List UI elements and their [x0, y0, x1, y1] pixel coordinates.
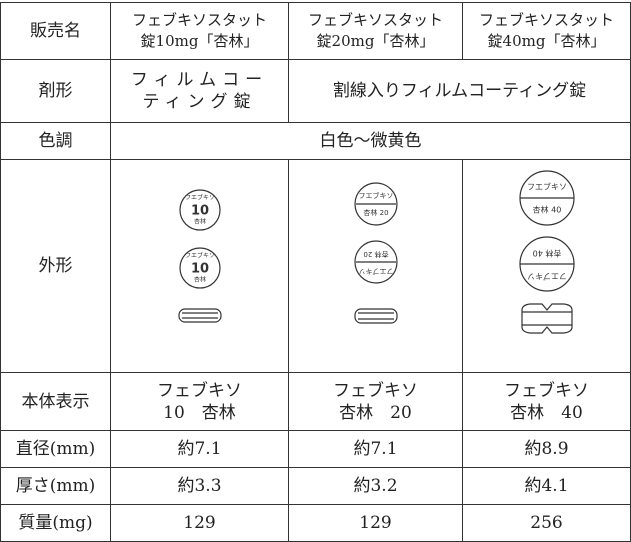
- text: 錠40mg「杏林」: [487, 32, 606, 50]
- cell: フエブキソ 10 杏林 フエブキソ 10 杏林: [110, 159, 289, 373]
- cell: 129: [288, 504, 463, 542]
- text: フェブキソスタット: [307, 11, 443, 29]
- tablet-side: [177, 308, 222, 323]
- imprint: 10: [190, 262, 208, 277]
- cell: 約4.1: [462, 467, 631, 505]
- label: 剤形: [0, 59, 111, 123]
- cell: フェブキソスタット 錠20mg「杏林」: [288, 2, 463, 60]
- imprint: フエブキソ: [527, 272, 567, 282]
- text: 錠10mg「杏林」: [140, 32, 259, 50]
- text: フィルムコー: [130, 70, 269, 90]
- imprint: フエブキソ: [358, 191, 393, 200]
- cell: 割線入りフィルムコーティング錠: [288, 59, 631, 123]
- text: 質量(mg): [18, 513, 93, 533]
- cell: フェブキソ 杏林 20: [288, 372, 463, 431]
- label: 直径(mm): [0, 430, 111, 468]
- text: 錠20mg「杏林」: [316, 32, 435, 50]
- text: フェブキソ: [504, 380, 589, 401]
- text: 剤形: [38, 81, 73, 101]
- cell: フィルムコー ティング錠: [110, 59, 289, 123]
- tablet-drawing: フエブキソ 10 杏林 フエブキソ 10 杏林: [177, 189, 222, 323]
- cell: 約3.3: [110, 467, 289, 505]
- cell: フェブキソ 杏林 40: [462, 372, 631, 431]
- label: 厚さ(mm): [0, 467, 111, 505]
- row: 販売名 フェブキソスタット 錠10mg「杏林」 フェブキソスタット 錠20mg「杏林…: [0, 2, 631, 60]
- cell: 約3.2: [288, 467, 463, 505]
- row: 直径(mm) 約7.1 約7.1 約8.9: [0, 430, 631, 468]
- row: 質量(mg) 129 129 256: [0, 504, 631, 542]
- imprint: フエブキソ: [527, 182, 567, 192]
- tablet-back: [353, 240, 398, 284]
- label: 質量(mg): [0, 504, 111, 542]
- cell: 約7.1: [110, 430, 289, 468]
- imprint: 杏林 20: [363, 250, 388, 259]
- text: 販売名: [30, 21, 81, 41]
- cell: フェブキソ 10 杏林: [110, 372, 289, 431]
- row: 厚さ(mm) 約3.3 約3.2 約4.1: [0, 467, 631, 505]
- text: 杏林 40: [510, 402, 583, 423]
- tablet-drawing: フエブキソ 杏林 20 杏林 20 フエブキソ: [353, 182, 398, 324]
- text: ティング錠: [142, 92, 257, 112]
- label: 外形: [0, 159, 111, 373]
- text: 外形: [38, 256, 73, 276]
- cell: フエブキソ 杏林 20 杏林 20 フエブキソ: [288, 159, 463, 373]
- text: 10 杏林: [163, 402, 236, 423]
- imprint: フエブキソ: [184, 194, 214, 202]
- row: 外形 フエブキソ 10 杏林 フエブキソ 10 杏林 フエブキソ 杏林 20 杏…: [0, 159, 631, 373]
- imprint: 杏林: [193, 218, 205, 226]
- imprint: フエブキソ: [358, 267, 393, 276]
- text: フェブキソ: [157, 380, 242, 401]
- text: フェブキソスタット: [478, 11, 614, 29]
- imprint: 10: [190, 204, 208, 219]
- text: 色調: [38, 131, 73, 151]
- text: 杏林 20: [339, 402, 412, 423]
- label: 本体表示: [0, 372, 111, 431]
- text: 直径(mm): [15, 439, 96, 459]
- tablet-side: [353, 308, 398, 324]
- cell: 約8.9: [462, 430, 631, 468]
- text: 白色～微黄色: [319, 131, 422, 151]
- cell: フェブキソスタット 錠10mg「杏林」: [110, 2, 289, 60]
- text: 厚さ(mm): [15, 476, 96, 496]
- tablet-back: [178, 247, 221, 289]
- cell: 白色～微黄色: [110, 122, 631, 160]
- row: 本体表示 フェブキソ 10 杏林 フェブキソ 杏林 20 フェブキソ 杏林 40: [0, 372, 631, 431]
- row: 色調 白色～微黄色: [0, 122, 631, 160]
- cell: フェブキソスタット 錠40mg「杏林」: [462, 2, 631, 60]
- imprint: 杏林 40: [532, 205, 561, 215]
- text: フェブキソスタット: [131, 11, 267, 29]
- label: 色調: [0, 122, 111, 160]
- tablet-side: [520, 303, 573, 334]
- cell: 129: [110, 504, 289, 542]
- tablet-front: [178, 189, 221, 231]
- imprint: 杏林: [193, 276, 205, 284]
- imprint: フエブキソ: [184, 252, 214, 260]
- text: 本体表示: [21, 391, 90, 412]
- row: 剤形 フィルムコー ティング錠 割線入りフィルムコーティング錠: [0, 59, 631, 123]
- cell: 約7.1: [288, 430, 463, 468]
- text: 割線入りフィルムコーティング錠: [332, 81, 587, 101]
- text: フェブキソ: [333, 380, 418, 401]
- tablet-drawing: フエブキソ 杏林 40 杏林 40 フエブキソ: [518, 170, 575, 334]
- tablet-front: [353, 182, 398, 226]
- label: 販売名: [0, 2, 111, 60]
- cell: 256: [462, 504, 631, 542]
- imprint: 杏林 20: [363, 208, 388, 217]
- imprint: 杏林 40: [532, 249, 561, 259]
- cell: フエブキソ 杏林 40 杏林 40 フエブキソ: [462, 159, 631, 373]
